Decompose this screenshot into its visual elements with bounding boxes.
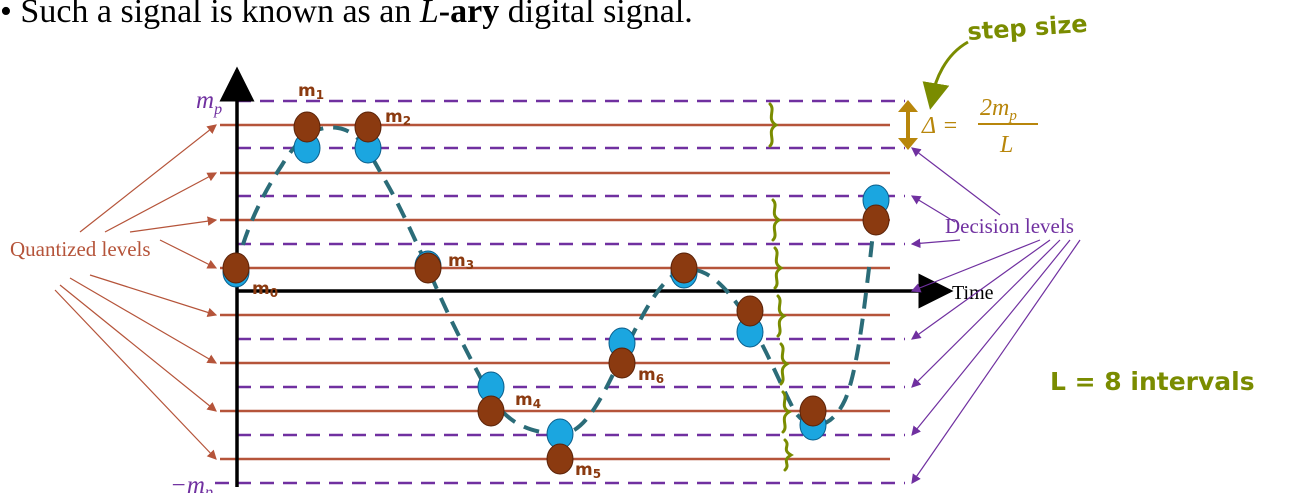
- slide-heading: • Such a signal is known as an L-ary dig…: [0, 0, 693, 31]
- quantized-arrow-3: [159, 239, 218, 269]
- quantized-arrows: [54, 124, 218, 460]
- samples: [222, 111, 890, 475]
- sample-label-m0: m0: [252, 279, 278, 300]
- step-numerator: 2mp: [980, 95, 1017, 124]
- mp-label: mp: [196, 87, 222, 118]
- brace-5: [781, 390, 792, 434]
- sample-quantized-0: [222, 252, 250, 284]
- decision-arrows: [910, 147, 1081, 484]
- sample-label-m1: m1: [298, 81, 324, 102]
- brace-3: [776, 294, 787, 338]
- decision-arrow-7: [911, 239, 1081, 484]
- quantized-arrow-2: [129, 216, 218, 233]
- quantized-arrow-4: [89, 274, 218, 318]
- step-size-annotation: Δ = 2mp L: [898, 95, 1038, 158]
- decision-arrow-4: [911, 239, 1051, 340]
- step-denominator: L: [999, 132, 1013, 158]
- sample-quantized-5: [546, 443, 574, 475]
- decision-levels-label: Decision levels: [945, 214, 1074, 238]
- sample-quantized-7: [670, 252, 698, 284]
- brace-1: [771, 198, 782, 242]
- decision-arrow-3: [910, 239, 1041, 293]
- sample-quantized-4: [477, 395, 505, 427]
- sample-label-m6: m6: [638, 365, 664, 386]
- interval-braces: [768, 102, 794, 472]
- quantized-arrow-6: [59, 284, 217, 412]
- quantized-levels-label: Quantized levels: [10, 237, 151, 261]
- quantized-levels: [220, 123, 890, 461]
- intervals-note: L = 8 intervals: [1050, 367, 1255, 396]
- decision-arrow-0: [911, 147, 1001, 216]
- step-size-handwritten: step size: [966, 10, 1088, 46]
- sample-quantized-6: [608, 347, 636, 379]
- step-size-arrow: [922, 40, 969, 110]
- brace-0: [768, 102, 779, 148]
- quantized-arrow-1: [104, 172, 218, 233]
- brace-2: [773, 246, 784, 290]
- quantized-arrow-0: [79, 124, 217, 233]
- sample-labels: m0 m1 m2 m3 m4 m5 m6: [252, 81, 664, 481]
- neg-mp-label: −mp: [170, 472, 213, 493]
- sample-label-m2: m2: [385, 107, 411, 128]
- delta-symbol: Δ =: [921, 113, 958, 139]
- sample-quantized-8: [736, 295, 764, 327]
- sample-quantized-2: [354, 111, 382, 143]
- brace-6: [783, 438, 794, 472]
- analog-signal: [234, 125, 878, 437]
- sample-quantized-10: [862, 204, 890, 236]
- heading-suffix: digital signal.: [499, 0, 693, 30]
- heading-letter: L: [419, 0, 439, 30]
- sample-quantized-9: [799, 395, 827, 427]
- quantized-arrow-7: [54, 289, 217, 460]
- sample-quantized-1: [293, 111, 321, 143]
- heading-ary: -ary: [438, 0, 500, 30]
- decision-arrow-2: [910, 238, 961, 249]
- decision-arrow-1: [910, 195, 956, 223]
- brace-4: [779, 342, 790, 386]
- heading-prefix: Such a signal is known as an: [20, 0, 420, 30]
- sample-label-m5: m5: [575, 460, 601, 481]
- decision-arrow-5: [911, 239, 1061, 388]
- quantized-arrow-5: [69, 277, 218, 364]
- bullet: •: [0, 0, 12, 30]
- decision-arrow-6: [911, 239, 1071, 436]
- sample-quantized-3: [414, 252, 442, 284]
- sample-label-m3: m3: [448, 251, 474, 272]
- sample-label-m4: m4: [515, 390, 541, 411]
